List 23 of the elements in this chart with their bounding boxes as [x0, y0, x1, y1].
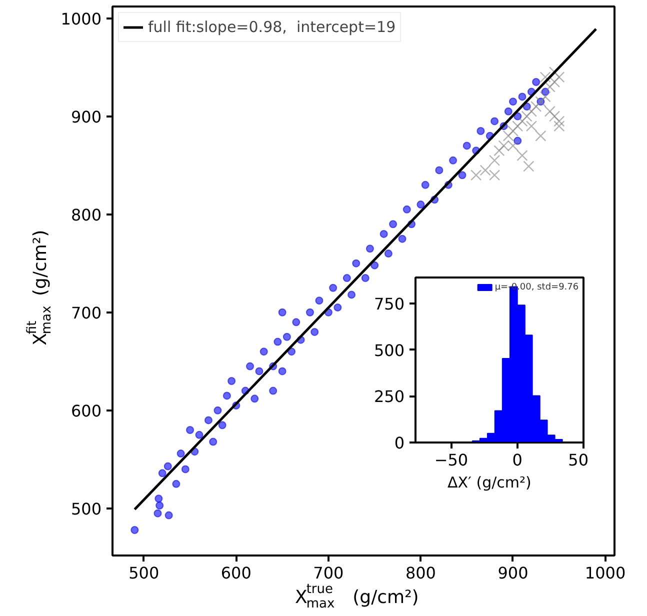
legend-label: μ=-0.00, std=9.76 — [494, 282, 579, 292]
y-tick-label: 750 — [374, 294, 405, 314]
y-tick-label: 250 — [374, 387, 405, 406]
y-tick-label: 500 — [374, 340, 405, 360]
x-tick-label: 500 — [128, 564, 160, 582]
y-tick-label: 500 — [70, 499, 102, 518]
x-tick-label: −50 — [434, 450, 468, 470]
x-tick-label: 900 — [498, 564, 528, 582]
y-tick-label: 900 — [70, 107, 102, 126]
x-tick-label: 800 — [405, 564, 436, 582]
y-tick-label: 800 — [70, 205, 102, 224]
y-tick-label: 600 — [70, 401, 102, 420]
y-tick-label: 1000 — [60, 9, 102, 28]
text: Xmaxfit (g/cm²) — [24, 230, 54, 346]
y-tick-label: 0 — [394, 434, 405, 452]
x-tick-label: 50 — [568, 450, 588, 470]
x-tick-label: 700 — [313, 564, 344, 582]
x-tick-label: 1000 — [584, 564, 626, 582]
x-tick-label: 0 — [512, 450, 522, 470]
legend-label: full fit:slope=0.98, intercept=19 — [148, 18, 396, 36]
x-tick-label: 600 — [220, 564, 252, 582]
y-tick-label: 700 — [70, 303, 102, 322]
x-axis-title: ΔX′ (g/cm²) — [448, 474, 532, 492]
